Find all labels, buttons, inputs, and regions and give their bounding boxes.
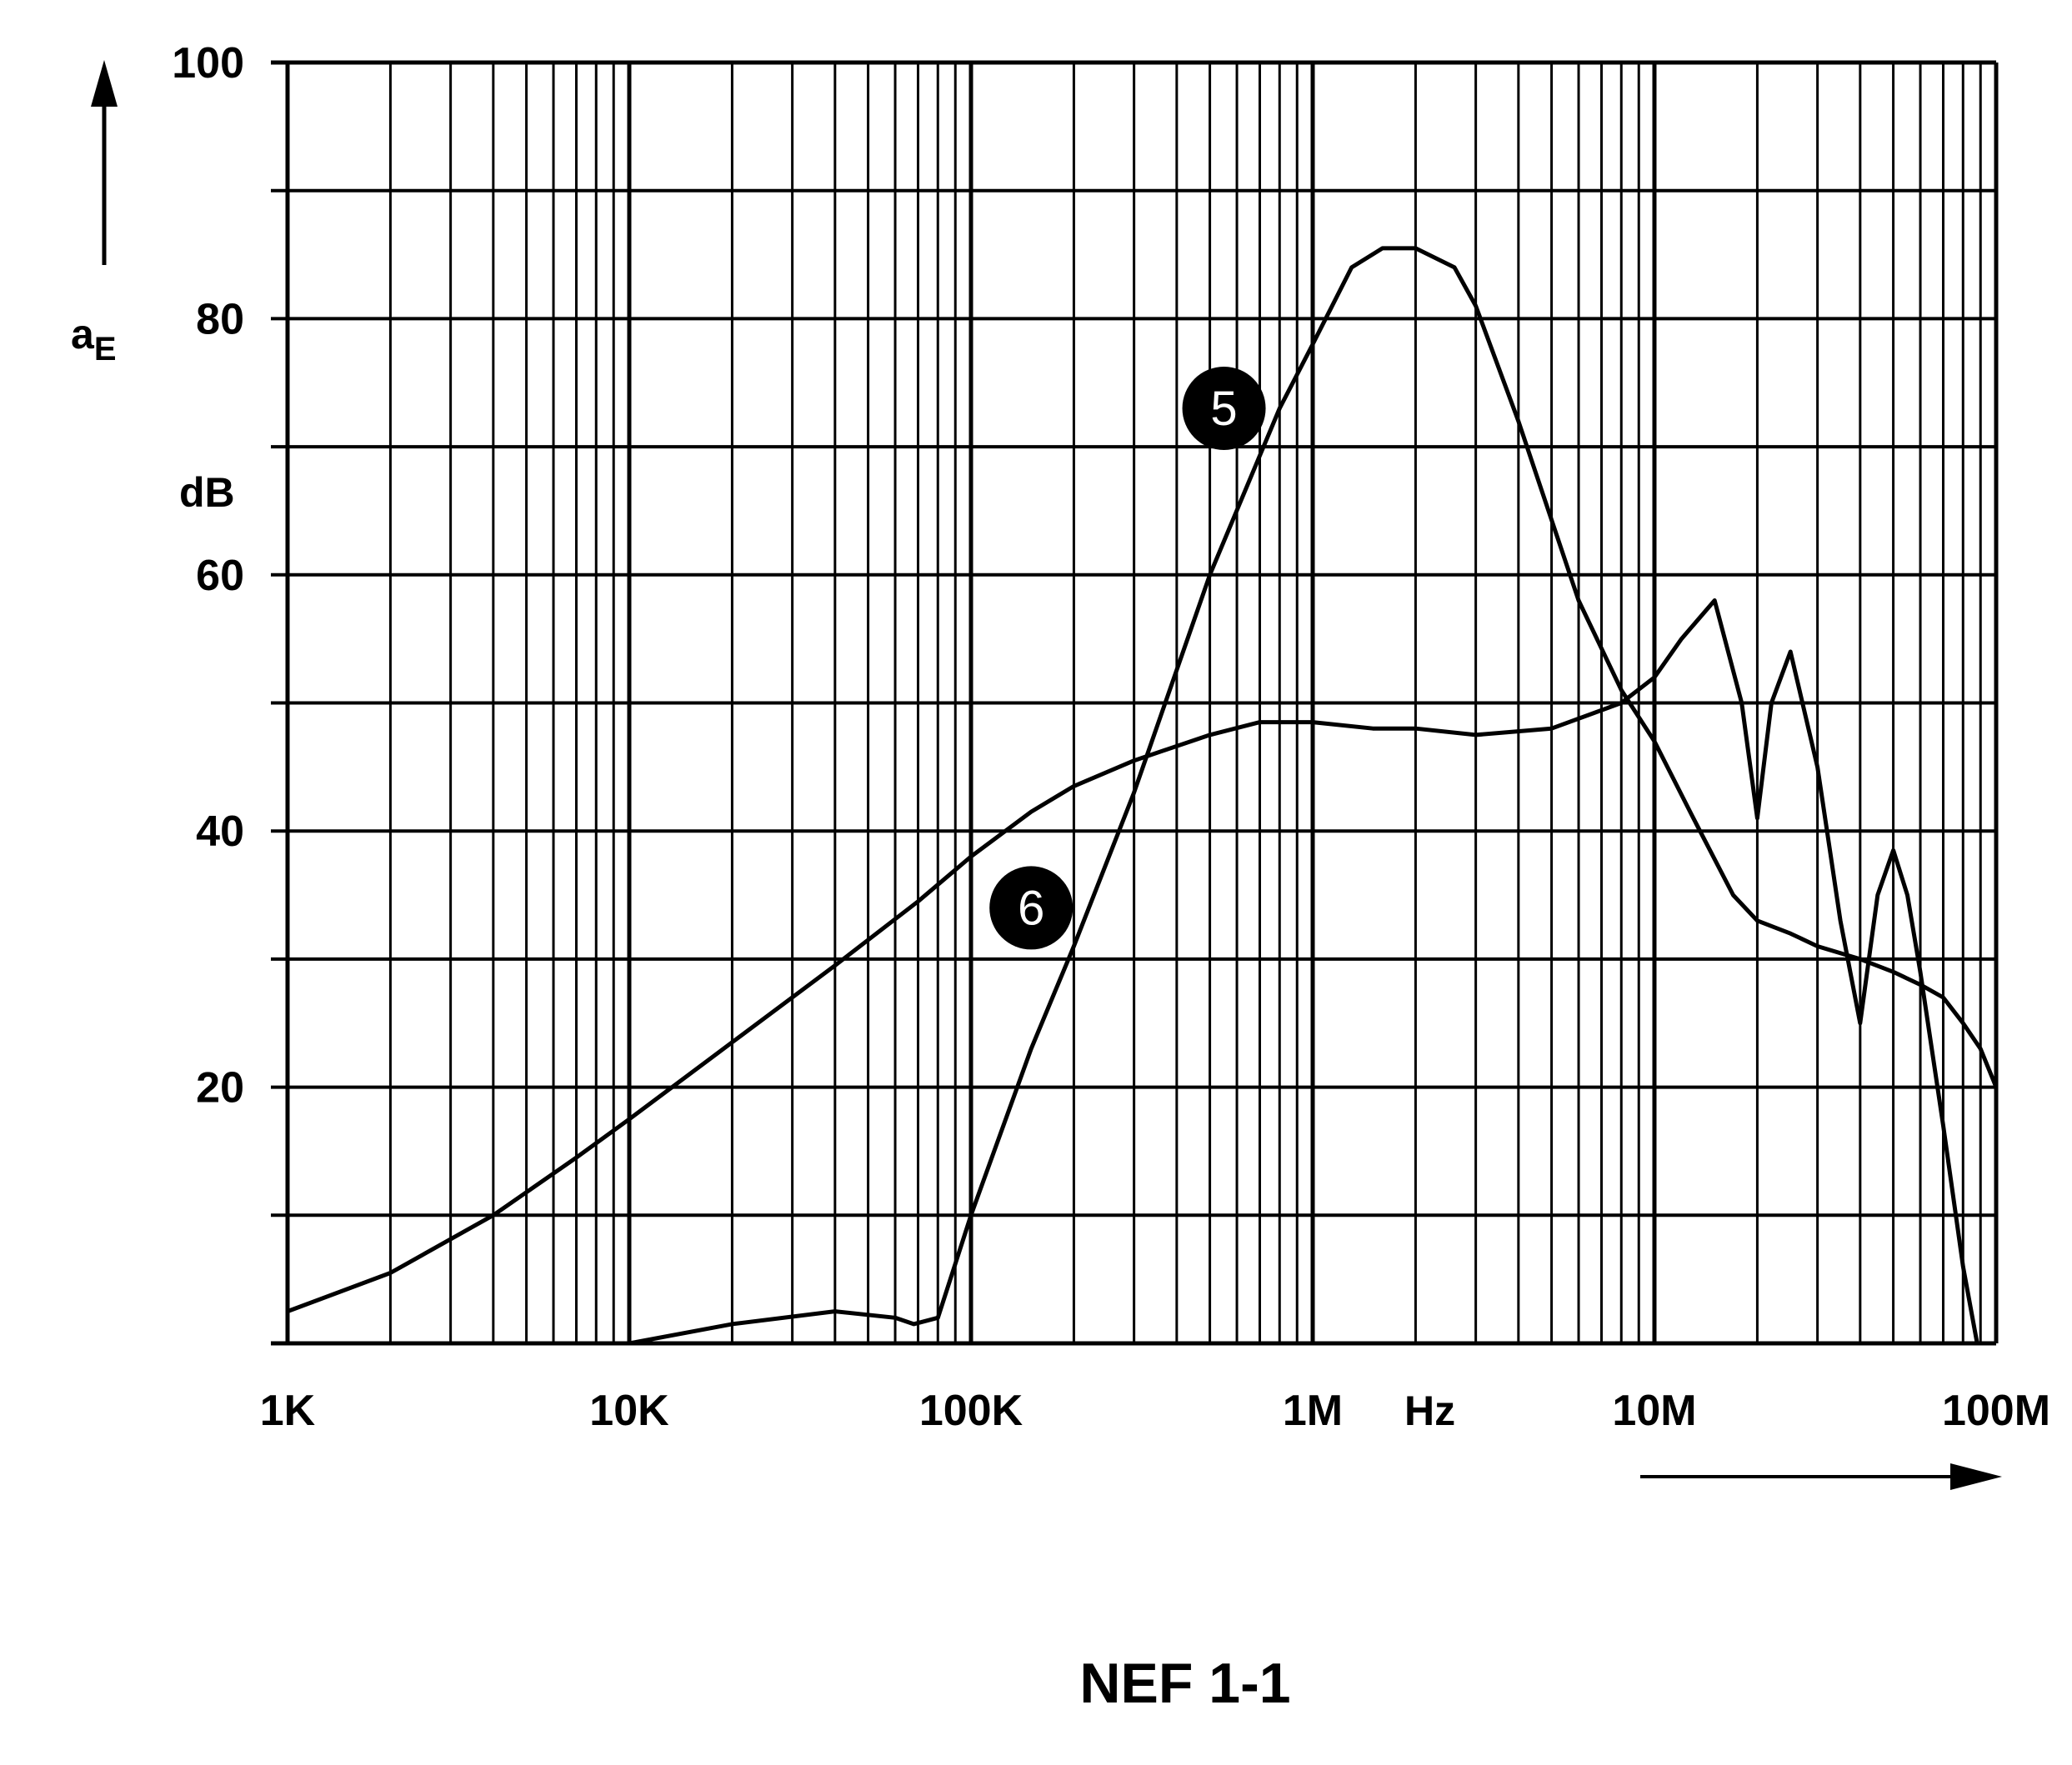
y-axis-label-main: a xyxy=(71,311,95,358)
figure-caption: NEF 1-1 xyxy=(1079,1652,1290,1715)
y-axis-label: aE xyxy=(71,311,117,368)
x-tick-label: 10K xyxy=(589,1387,669,1435)
y-tick-label: 100 xyxy=(172,39,244,88)
tick-labels: 1K 10K 100K 1M 10M 100M 20 40 60 80 100 xyxy=(172,39,2050,1435)
y-tick-label: 20 xyxy=(196,1064,244,1112)
series-line-5 xyxy=(627,246,1999,1346)
series-marker-5 xyxy=(1182,366,1266,450)
series-marker-6 xyxy=(989,866,1074,950)
y-axis-unit: dB xyxy=(179,469,235,516)
plot-grid xyxy=(271,60,1999,1346)
x-tick-label: 100K xyxy=(919,1387,1023,1435)
series-markers: 56 xyxy=(989,366,1266,950)
series-marker-label-6: 6 xyxy=(1018,881,1044,935)
x-axis-unit: Hz xyxy=(1404,1388,1455,1434)
y-tick-label: 60 xyxy=(196,552,244,600)
series-marker-label-5: 5 xyxy=(1210,382,1237,436)
y-axis-label-subscript: E xyxy=(94,331,117,368)
x-tick-label: 100M xyxy=(1942,1387,2050,1435)
y-axis-arrow-icon xyxy=(91,60,118,265)
y-tick-label: 80 xyxy=(196,295,244,343)
y-tick-label: 40 xyxy=(196,808,244,856)
x-tick-label: 10M xyxy=(1612,1387,1696,1435)
plot-series xyxy=(285,246,1999,1346)
x-tick-label: 1K xyxy=(260,1387,316,1435)
series-line-6 xyxy=(285,598,1979,1346)
x-axis-arrow-icon xyxy=(1640,1463,2002,1490)
x-tick-label: 1M xyxy=(1283,1387,1343,1435)
